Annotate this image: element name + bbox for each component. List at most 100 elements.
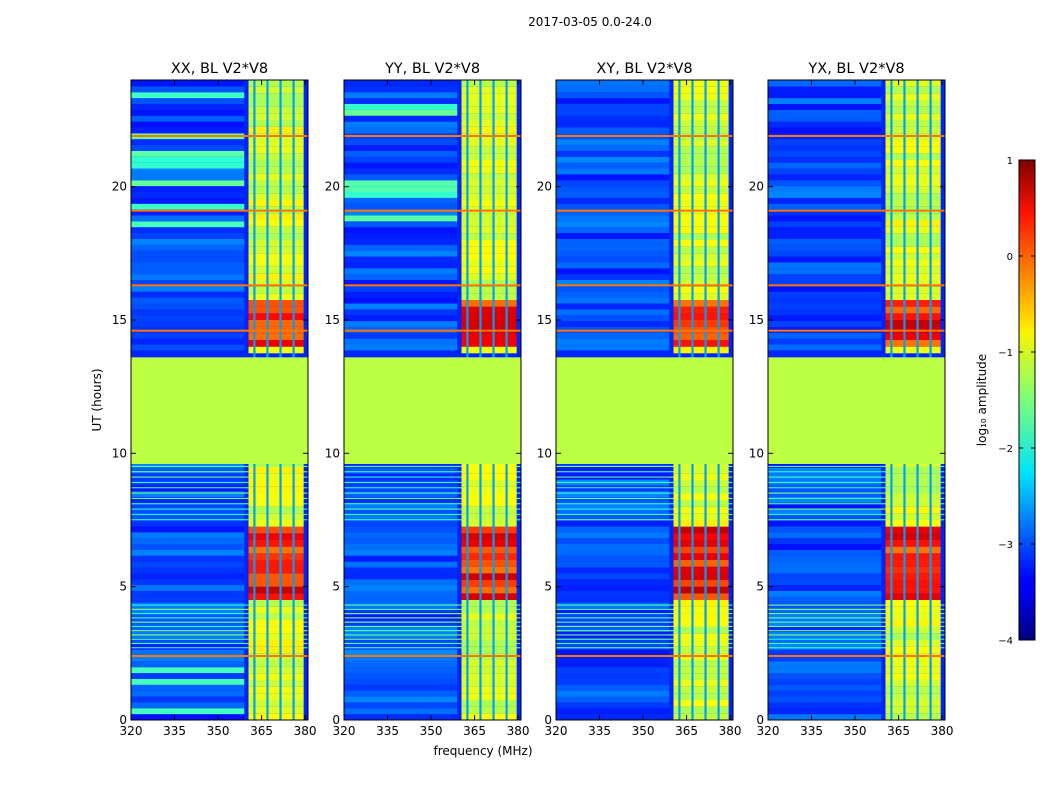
rfi-stripe [768,647,945,649]
band-cell [248,220,304,227]
x-tick-label: 320 [120,724,143,738]
band-cell [673,573,729,580]
band-cell [248,253,304,260]
x-tick-label: 380 [719,724,742,738]
heat-row [768,244,882,251]
heat-row [556,156,670,163]
heat-row [344,667,458,674]
heat-row [768,98,882,104]
x-tick-label: 365 [250,724,273,738]
rfi-stripe [131,508,308,510]
rfi-stripe [131,497,308,499]
band-cell [885,213,941,220]
band-cell [673,686,729,694]
heat-row [556,661,670,668]
heat-row [131,297,245,304]
heat-row [131,86,245,93]
heat-row [131,661,245,668]
heat-row [344,145,458,151]
heat-row [344,673,458,679]
band-cell [673,140,729,147]
heat-row [768,514,882,521]
heat-row [556,467,670,474]
band-cell [461,286,517,294]
band-cell [673,560,729,567]
band-cell [673,180,729,187]
band-cell [461,100,517,107]
rfi-stripe [768,519,945,521]
panel-title: YY, BL V2*V8 [384,61,480,77]
band-cell [673,673,729,680]
heat-row [556,221,670,228]
band-cell [885,226,941,234]
band-cell [461,573,517,580]
heat-row [131,262,245,269]
heat-row [344,238,458,245]
heat-row [131,274,245,280]
heat-row [344,590,458,597]
band-cell [673,166,729,174]
heat-row [768,233,882,239]
band-cell [885,540,941,547]
heat-row [131,608,245,615]
band-cell [673,306,729,314]
heat-row [556,338,670,345]
band-cell [885,666,941,674]
rfi-stripe [131,625,308,627]
band-cell [461,253,517,260]
band-cell [461,293,517,300]
band-cell [461,140,517,147]
heat-row [131,80,245,87]
heat-row [768,168,882,175]
heat-row [768,555,882,562]
heat-row [556,637,670,644]
heat-row [556,321,670,327]
band-cell [673,173,729,180]
heat-row [344,491,458,498]
band-cell [885,466,941,474]
heat-row [768,561,882,568]
band-cell [248,560,304,567]
rfi-stripe [768,613,945,615]
rfi-stripe [131,471,308,473]
heat-row [131,256,245,263]
heat-row [556,303,670,310]
x-tick-label: 335 [376,724,399,738]
rfi-line [768,135,945,137]
heat-row [344,121,458,128]
rfi-line [344,209,521,212]
rfi-stripe [768,634,945,636]
band-cell [885,186,941,194]
band-cell [673,293,729,300]
rfi-stripe [768,621,945,623]
heat-row [556,573,670,580]
heat-row [768,186,882,192]
heat-row [131,690,245,697]
band-cell [885,80,941,87]
rfi-stripe [768,481,945,483]
heat-row [131,714,245,720]
band-cell [673,313,729,320]
figure-suptitle: 2017-03-05 0.0-24.0 [528,15,652,29]
band-cell [248,486,304,494]
heat-row [131,109,245,116]
heat-row [344,502,458,509]
colorbar-label: log₁₀ amplitude [975,354,989,446]
panel-yx: YX, BL V2*V8 0 5 10 15 20 320 335 350 365 380 [749,61,954,738]
heat-row [768,461,882,468]
heat-row [131,643,245,650]
rfi-line [131,284,308,287]
rfi-stripe [131,621,308,623]
band-cell [461,500,517,507]
heat-row [344,285,458,292]
rfi-stripe [556,604,733,606]
heat-row [556,115,670,122]
heat-row [131,567,245,574]
x-tick-label: 350 [207,724,230,738]
rfi-stripe [344,625,521,627]
heat-row [344,596,458,603]
band-cell [461,153,517,160]
heat-row [556,315,670,322]
colorbar-gradient [1018,159,1036,641]
rfi-stripe [344,621,521,623]
